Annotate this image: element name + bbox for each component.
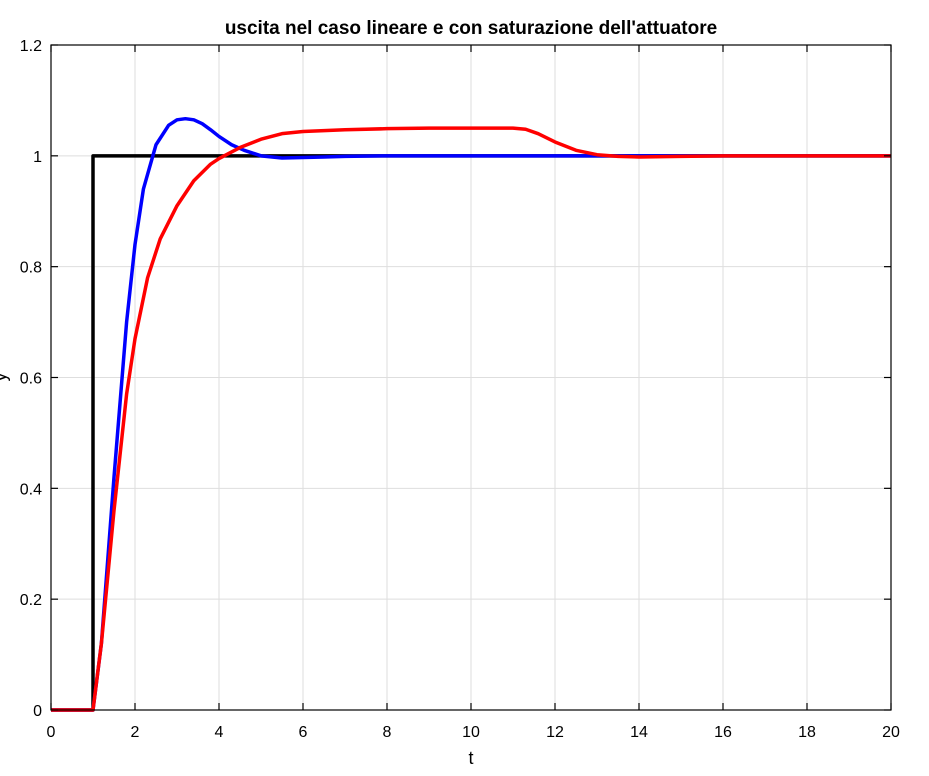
x-tick-label: 20 [882, 724, 900, 741]
x-tick-label: 4 [215, 724, 224, 741]
series-line-2 [51, 126, 891, 712]
x-tick-label: 14 [630, 724, 648, 741]
y-tick-label: 0.8 [20, 260, 42, 277]
x-tick-label: 10 [462, 724, 480, 741]
y-axis-label: y [0, 373, 10, 382]
x-tick-label: 0 [47, 724, 56, 741]
series-line-1 [51, 116, 891, 712]
chart-title: uscita nel caso lineare e con saturazion… [225, 18, 717, 39]
y-tick-label: 1 [33, 149, 42, 166]
y-tick-label: 0.4 [20, 481, 42, 498]
x-tick-label: 6 [299, 724, 308, 741]
grid [51, 45, 891, 710]
x-tick-label: 8 [383, 724, 392, 741]
y-tick-label: 0.2 [20, 592, 42, 609]
x-tick-label: 18 [798, 724, 816, 741]
x-tick-label: 2 [131, 724, 140, 741]
y-tick-label: 0 [33, 703, 42, 720]
x-tick-label: 12 [546, 724, 564, 741]
x-tick-label: 16 [714, 724, 732, 741]
y-tick-label: 1.2 [20, 38, 42, 55]
y-tick-label: 0.6 [20, 371, 42, 388]
ticks: 0 2 4 6 8 10 12 14 16 18 20 0 0.2 0.4 0.6 0.8 1 1.2 [20, 38, 900, 741]
x-axis-label: t [468, 748, 473, 768]
